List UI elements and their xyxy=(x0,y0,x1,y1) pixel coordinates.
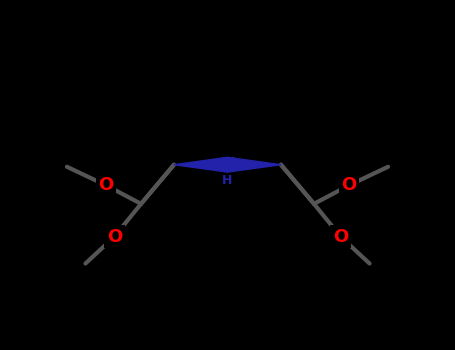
Text: O: O xyxy=(106,228,122,246)
Text: N: N xyxy=(220,156,235,174)
Text: O: O xyxy=(341,176,357,194)
Polygon shape xyxy=(174,157,228,172)
Polygon shape xyxy=(228,157,281,172)
Text: O: O xyxy=(98,176,114,194)
Text: O: O xyxy=(333,228,349,246)
Text: H: H xyxy=(222,174,233,187)
